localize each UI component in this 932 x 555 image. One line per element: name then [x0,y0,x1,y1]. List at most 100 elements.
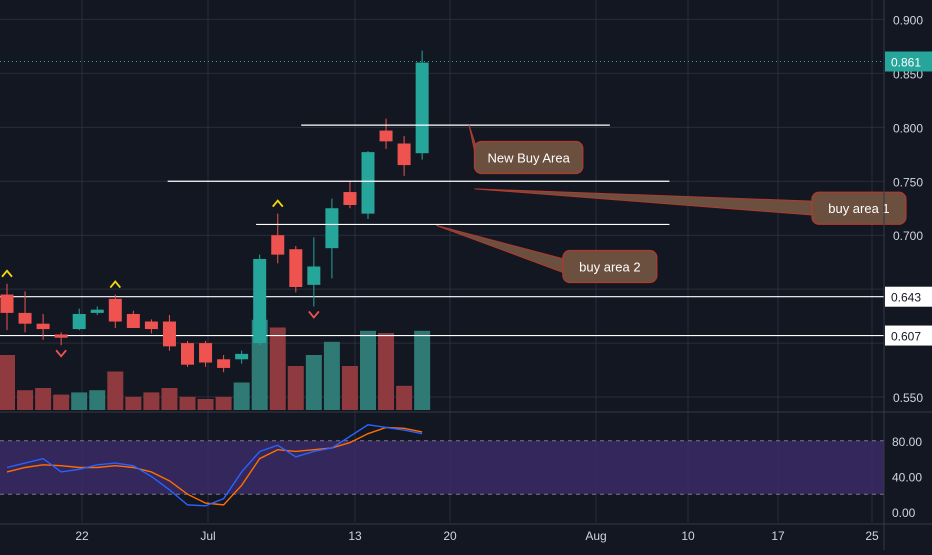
candle-body [235,353,249,360]
candle-body [54,334,68,338]
candle-body [90,309,104,313]
candle-body [72,313,86,330]
signal-down-marker [308,310,320,319]
level-price-label: 0.643 [891,291,921,305]
candle-body [289,249,303,287]
candle [253,254,267,346]
candle [397,135,411,176]
candle-body [361,152,375,214]
candle [90,306,104,316]
candle [415,50,429,160]
last-price-label: 0.861 [891,56,921,70]
volume-bar [143,392,160,410]
volume-bar [360,330,376,410]
candle [54,332,68,346]
candle [379,118,393,149]
candle-body [18,312,32,324]
volume-bar [0,355,15,410]
candle [343,181,357,209]
time-tick-label: 10 [681,529,695,543]
candle [144,319,158,334]
stoch-band [0,440,884,495]
time-tick-label: 20 [443,529,457,543]
time-tick-label: 25 [865,529,879,543]
volume-bar [17,390,34,410]
volume-bar [305,355,322,410]
candle [361,151,375,220]
callout-box [562,249,658,284]
volume-bar [107,371,124,410]
signal-up-marker [1,269,13,278]
volume-bar [125,396,142,410]
level-price-label: 0.607 [891,330,921,344]
volume-bar [378,333,395,410]
candle [235,350,249,364]
osc-tick-label: 40.00 [892,470,922,484]
signal-down-marker [55,349,67,358]
candle-body [343,192,357,205]
volume-bar [396,385,413,410]
candle-body [144,321,158,330]
candle-body [397,143,411,166]
level-price-tag [885,325,932,346]
candle-body [271,235,285,255]
candle [181,340,194,367]
volume-bar [233,382,250,410]
candle-body [253,258,267,344]
stoch-d-line [6,426,423,506]
price-tick-label: 0.550 [893,391,923,405]
candle-body [217,359,231,368]
candle [108,294,122,328]
time-tick-label: Aug [585,529,606,543]
time-tick-label: Jul [200,529,215,543]
candle-body [126,313,140,328]
candle-body [199,343,213,363]
callout-label: buy area 2 [579,260,640,275]
volume-bar [161,388,178,410]
callout-pointer [474,188,816,216]
volume-bar [287,366,304,410]
candle [36,313,50,340]
last-price-tag [885,51,932,72]
volume-bar [35,388,52,410]
volume-bar [179,396,196,410]
volume-bar [341,366,358,410]
time-tick-label: 22 [75,529,89,543]
time-tick-label: 17 [771,529,785,543]
candle-body [181,343,194,365]
candle [72,308,86,331]
signal-up-marker [109,280,121,289]
callout-box [811,191,907,225]
candle [162,315,176,351]
candle-body [325,208,339,249]
callout-label: New Buy Area [487,151,570,166]
candles [0,50,429,373]
callout-label: buy area 1 [828,201,889,216]
candle [289,246,303,293]
stoch-k-line [6,424,423,507]
price-tick-label: 0.750 [893,175,923,189]
candle-body [162,321,176,347]
candle-body [0,294,14,313]
candle [199,340,213,367]
osc-tick-label: 0.00 [892,506,916,520]
candle [0,283,14,331]
volume-bar [323,341,340,410]
signal-up-marker [272,199,284,208]
candle [271,213,285,264]
callout-box [473,140,584,175]
candle [307,237,321,307]
time-tick-label: 13 [348,529,362,543]
candle [325,198,339,279]
price-tick-label: 0.800 [893,121,923,135]
volume-bar [53,394,70,410]
candle-body [415,62,429,154]
candle [126,310,140,328]
volume-bar [197,399,214,410]
price-tick-label: 0.700 [893,229,923,243]
candle-body [379,130,393,142]
price-tick-label: 0.900 [893,13,923,27]
osc-tick-label: 80.00 [892,435,922,449]
